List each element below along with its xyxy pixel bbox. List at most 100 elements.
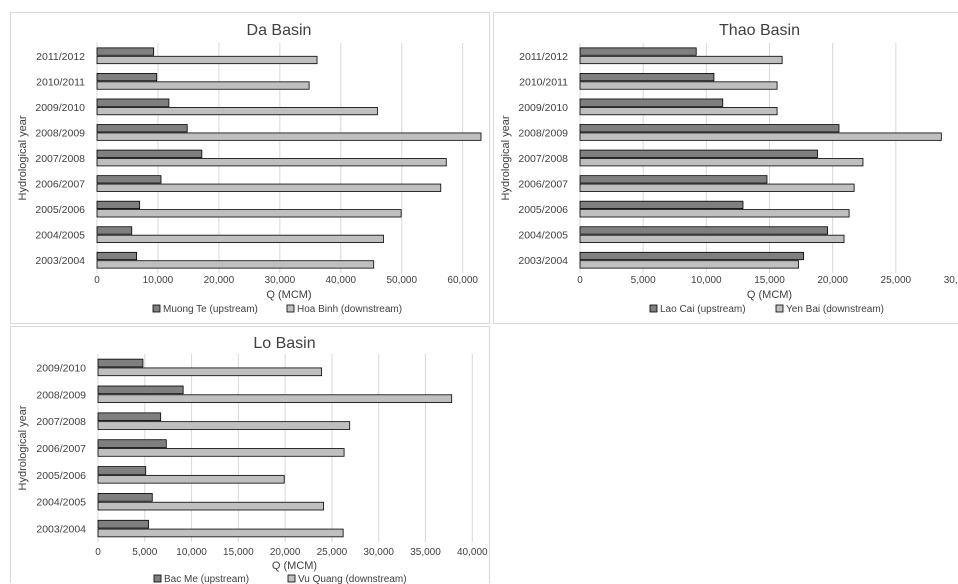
lo-basin-bar-bac-me-upstream-2003-2004 xyxy=(97,519,149,529)
da-basin-category-label: 2009/2010 xyxy=(35,102,85,114)
thao-basin-legend-label-yen-bai-downstream: Yen Bai (downstream) xyxy=(786,304,884,315)
lo-basin-category-label: 2004/2005 xyxy=(36,497,86,509)
lo-basin-bar-bac-me-upstream-2005-2006 xyxy=(97,466,147,475)
thao-basin-chart-panel: Thao Basin 0 5,000 10,000 15,000 20,000 25,000… xyxy=(493,12,958,324)
lo-basin-legend-swatch-vu-quang-downstream xyxy=(287,574,296,583)
thao-basin-bar-lao-cai-upstream-2010-2011 xyxy=(579,73,715,82)
da-basin-chart-panel: Da Basin 0 10,000 20,000 30,000 40,000 50,000 6… xyxy=(10,12,490,324)
lo-basin-bar-vu-quang-downstream-2004-2005 xyxy=(97,501,324,511)
thao-basin-bar-yen-bai-downstream-2004-2005 xyxy=(579,234,845,243)
da-basin-bar-hoa-binh-downstream-2003-2004 xyxy=(96,260,375,269)
da-basin-category-label: 2010/2011 xyxy=(36,76,85,88)
da-basin-y-axis-label: Hydrological year xyxy=(17,115,29,200)
lo-basin-x-tick-label: 30,000 xyxy=(363,547,394,558)
da-basin-category-label: 2011/2012 xyxy=(36,51,85,63)
lo-basin-category-label: 2008/2009 xyxy=(36,389,86,401)
thao-basin-title: Thao Basin xyxy=(719,22,800,39)
lo-basin-x-tick-label: 0 xyxy=(95,547,101,558)
lo-basin-category-label: 2006/2007 xyxy=(36,443,86,455)
da-basin-bar-hoa-binh-downstream-2007-2008 xyxy=(96,158,447,167)
lo-basin-bar-bac-me-upstream-2009-2010 xyxy=(97,358,144,368)
thao-basin-y-axis-label: Hydrological year xyxy=(500,115,512,200)
lo-basin-category-label: 2005/2006 xyxy=(36,470,86,482)
lo-basin-bar-vu-quang-downstream-2009-2010 xyxy=(97,367,323,377)
thao-basin-x-tick-label: 15,000 xyxy=(754,275,785,286)
da-basin-x-tick-label: 60,000 xyxy=(447,275,478,286)
thao-basin-bar-lao-cai-upstream-2011-2012 xyxy=(579,47,697,56)
thao-basin-bar-lao-cai-upstream-2003-2004 xyxy=(579,251,805,261)
lo-basin-bar-vu-quang-downstream-2008-2009 xyxy=(97,394,453,403)
da-basin-x-tick-label: 40,000 xyxy=(326,275,357,286)
da-basin-x-tick-label: 30,000 xyxy=(265,275,296,286)
da-basin-category-label: 2006/2007 xyxy=(35,179,85,191)
lo-basin-x-tick-label: 10,000 xyxy=(176,547,207,558)
da-basin-bar-hoa-binh-downstream-2005-2006 xyxy=(96,209,402,218)
thao-basin-category-label: 2006/2007 xyxy=(518,179,568,191)
thao-basin-bar-lao-cai-upstream-2008-2009 xyxy=(579,124,840,133)
lo-basin-legend-swatch-bac-me-upstream xyxy=(153,574,162,583)
thao-basin-bar-lao-cai-upstream-2006-2007 xyxy=(579,175,768,184)
thao-basin-category-label: 2004/2005 xyxy=(518,230,568,242)
da-basin-category-label: 2007/2008 xyxy=(35,153,85,165)
lo-basin-bar-bac-me-upstream-2006-2007 xyxy=(97,439,167,448)
lo-basin-x-tick-label: 20,000 xyxy=(270,547,301,558)
da-basin-bar-muong-te-upstream-2005-2006 xyxy=(96,200,141,210)
da-basin-bar-hoa-binh-downstream-2008-2009 xyxy=(96,132,482,141)
da-basin-x-axis-label: Q (MCM) xyxy=(266,289,311,301)
thao-basin-category-label: 2007/2008 xyxy=(518,153,568,165)
da-basin-x-tick-label: 50,000 xyxy=(386,275,417,286)
da-basin-x-tick-label: 0 xyxy=(94,275,100,286)
thao-basin-x-tick-label: 5,000 xyxy=(631,275,656,286)
da-basin-category-label: 2008/2009 xyxy=(35,127,85,139)
da-basin-legend-label-hoa-binh-downstream: Hoa Binh (downstream) xyxy=(297,304,402,315)
da-basin-title: Da Basin xyxy=(247,22,312,39)
lo-basin-chart-panel: Lo Basin 0 5,000 10,000 15,000 20,000 25,000 30… xyxy=(10,326,490,584)
thao-basin-category-label: 2010/2011 xyxy=(519,76,568,88)
da-basin-legend-swatch-hoa-binh-downstream xyxy=(286,304,295,313)
thao-basin-bar-yen-bai-downstream-2010-2011 xyxy=(579,81,778,90)
thao-basin-bar-yen-bai-downstream-2006-2007 xyxy=(579,183,855,192)
da-basin-category-label: 2003/2004 xyxy=(35,255,85,267)
da-basin-bar-hoa-binh-downstream-2009-2010 xyxy=(96,106,378,116)
lo-basin-bar-vu-quang-downstream-2007-2008 xyxy=(97,421,351,430)
da-basin-bar-muong-te-upstream-2010-2011 xyxy=(96,73,158,82)
da-basin-bar-muong-te-upstream-2003-2004 xyxy=(96,251,138,261)
thao-basin-x-tick-label: 30,000 xyxy=(944,275,958,286)
thao-basin-bar-yen-bai-downstream-2005-2006 xyxy=(579,209,850,218)
lo-basin-x-axis-label: Q (MCM) xyxy=(272,560,317,572)
lo-basin-bar-bac-me-upstream-2008-2009 xyxy=(97,385,184,395)
lo-basin-legend-label-bac-me-upstream: Bac Me (upstream) xyxy=(164,574,249,584)
lo-basin-category-label: 2007/2008 xyxy=(36,416,86,428)
thao-basin-x-tick-label: 25,000 xyxy=(881,275,912,286)
lo-basin-category-label: 2009/2010 xyxy=(36,362,86,374)
thao-basin-bar-lao-cai-upstream-2005-2006 xyxy=(579,200,744,210)
thao-basin-bar-yen-bai-downstream-2003-2004 xyxy=(579,260,799,269)
lo-basin-legend-label-vu-quang-downstream: Vu Quang (downstream) xyxy=(298,574,407,584)
da-basin-bar-hoa-binh-downstream-2010-2011 xyxy=(96,81,310,90)
da-basin-category-label: 2005/2006 xyxy=(35,204,85,216)
thao-basin-category-label: 2011/2012 xyxy=(519,51,568,63)
thao-basin-bar-yen-bai-downstream-2007-2008 xyxy=(579,158,864,167)
thao-basin-legend-label-lao-cai-upstream: Lao Cai (upstream) xyxy=(660,304,746,315)
lo-basin-chart: Lo Basin 0 5,000 10,000 15,000 20,000 25,000 30… xyxy=(17,335,488,584)
thao-basin-x-tick-label: 10,000 xyxy=(691,275,722,286)
da-basin-bar-hoa-binh-downstream-2006-2007 xyxy=(96,183,442,192)
thao-basin-bar-lao-cai-upstream-2004-2005 xyxy=(579,226,829,235)
thao-basin-chart: Thao Basin 0 5,000 10,000 15,000 20,000 25,000… xyxy=(500,22,958,315)
lo-basin-category-label: 2003/2004 xyxy=(36,524,86,536)
lo-basin-bar-bac-me-upstream-2004-2005 xyxy=(97,493,153,502)
thao-basin-legend-swatch-yen-bai-downstream xyxy=(775,304,784,313)
da-basin-legend-label-muong-te-upstream: Muong Te (upstream) xyxy=(163,304,258,315)
thao-basin-bar-yen-bai-downstream-2009-2010 xyxy=(579,106,778,116)
lo-basin-x-tick-label: 15,000 xyxy=(223,547,254,558)
thao-basin-category-label: 2008/2009 xyxy=(518,127,568,139)
da-basin-bar-muong-te-upstream-2009-2010 xyxy=(96,98,170,107)
da-basin-bar-muong-te-upstream-2007-2008 xyxy=(96,149,203,158)
da-basin-bar-muong-te-upstream-2004-2005 xyxy=(96,226,133,235)
thao-basin-category-label: 2005/2006 xyxy=(518,204,568,216)
lo-basin-x-tick-label: 25,000 xyxy=(317,547,348,558)
da-basin-x-tick-label: 10,000 xyxy=(143,275,174,286)
thao-basin-x-axis-label: Q (MCM) xyxy=(747,289,792,301)
da-basin-bar-hoa-binh-downstream-2011-2012 xyxy=(96,55,318,65)
da-basin-legend-swatch-muong-te-upstream xyxy=(152,304,161,313)
